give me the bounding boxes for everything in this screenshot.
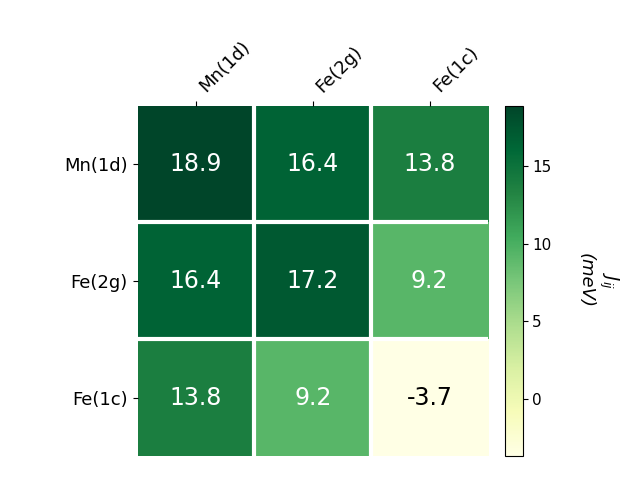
Text: 13.8: 13.8 <box>170 385 222 409</box>
Text: 16.4: 16.4 <box>287 152 339 176</box>
Text: 9.2: 9.2 <box>411 269 448 293</box>
Text: 16.4: 16.4 <box>170 269 222 293</box>
Text: 18.9: 18.9 <box>170 152 222 176</box>
Text: -3.7: -3.7 <box>406 385 452 409</box>
Text: 17.2: 17.2 <box>287 269 339 293</box>
Y-axis label: $J_{ij}$
(meV): $J_{ij}$ (meV) <box>577 253 621 308</box>
Text: 13.8: 13.8 <box>403 152 456 176</box>
Text: 9.2: 9.2 <box>294 385 332 409</box>
